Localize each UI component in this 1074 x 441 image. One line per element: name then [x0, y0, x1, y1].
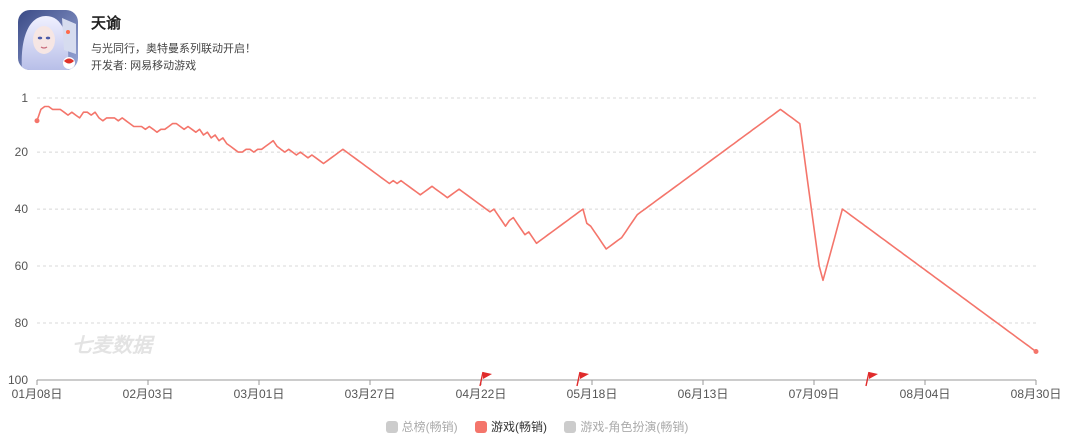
- app-developer: 开发者: 网易移动游戏: [91, 60, 197, 72]
- legend-swatch-overall: [385, 420, 398, 433]
- x-tick-label: 04月22日: [456, 387, 507, 401]
- app-slogan: 与光同行，奥特曼系列联动开启！: [91, 43, 256, 55]
- event-flag-pole: [865, 371, 870, 387]
- legend-item-overall[interactable]: 总榜(畅销): [385, 418, 458, 435]
- x-tick-label: 05月18日: [567, 387, 618, 401]
- event-flag-icon: [869, 372, 878, 379]
- event-flag-pole: [479, 371, 484, 387]
- y-tick-label: 80: [15, 316, 29, 330]
- event-flag-icon: [580, 372, 589, 379]
- app-header: 天谕 与光同行，奥特曼系列联动开启！ 开发者: 网易移动游戏: [18, 10, 618, 74]
- x-tick-label: 08月30日: [1011, 387, 1062, 401]
- x-tick-label: 07月09日: [789, 387, 840, 401]
- x-tick-label: 01月08日: [12, 387, 63, 401]
- legend-label-games: 游戏(畅销): [491, 420, 547, 434]
- y-tick-label: 60: [15, 259, 29, 273]
- legend-label-rpg: 游戏-角色扮演(畅销): [580, 420, 689, 434]
- event-flag-pole: [576, 371, 581, 387]
- legend-swatch-games: [475, 420, 487, 433]
- watermark-text: 七麦数据: [72, 334, 155, 357]
- series-start-point: [34, 118, 40, 124]
- app-title: 天谕: [91, 15, 122, 32]
- legend-swatch-rpg: [564, 420, 577, 433]
- y-tick-label: 20: [15, 145, 29, 159]
- app-artwork-icon: [18, 10, 78, 70]
- y-tick-label: 100: [8, 373, 28, 387]
- y-tick-label: 40: [15, 202, 29, 216]
- x-tick-label: 06月13日: [678, 387, 729, 401]
- app-icon: [18, 10, 78, 70]
- chart-legend: 总榜(畅销) 游戏(畅销) 游戏-角色扮演(畅销): [0, 418, 1074, 436]
- series-line-games: [36, 105, 1037, 353]
- legend-item-games[interactable]: 游戏(畅销): [475, 418, 547, 435]
- x-tick-label: 02月03日: [123, 387, 174, 401]
- x-tick-label: 08月04日: [900, 387, 951, 401]
- series-end-point: [1033, 349, 1039, 355]
- y-tick-label: 1: [21, 91, 28, 105]
- x-tick-label: 03月01日: [234, 387, 285, 401]
- x-tick-label: 03月27日: [345, 387, 396, 401]
- legend-label-overall: 总榜(畅销): [401, 420, 458, 434]
- event-flag-icon: [483, 372, 492, 379]
- legend-item-rpg[interactable]: 游戏-角色扮演(畅销): [564, 418, 688, 435]
